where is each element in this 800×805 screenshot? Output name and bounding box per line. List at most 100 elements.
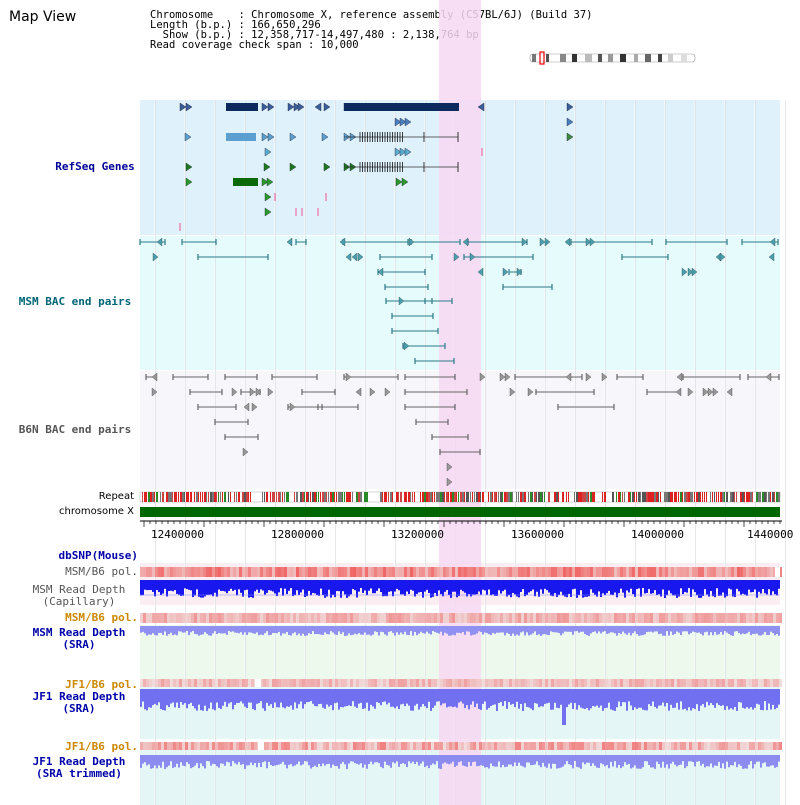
depth-bar [344, 626, 346, 636]
depth-bar [694, 689, 696, 710]
depth-bar [354, 755, 356, 764]
depth-bar [364, 755, 366, 765]
depth-bar [468, 626, 470, 632]
refseq-genes-track[interactable] [179, 102, 574, 231]
pol-cell [572, 567, 575, 577]
depth-bar [568, 626, 570, 632]
pol-cell [542, 679, 545, 687]
depth-bar [484, 626, 486, 633]
pol-cell [299, 613, 302, 623]
repeat-track[interactable] [139, 491, 781, 503]
b6n-bac-track[interactable] [145, 372, 780, 487]
depth-bar [472, 755, 474, 763]
pol-cell [692, 567, 695, 577]
depth-bar [434, 689, 436, 706]
pol-cell [512, 679, 515, 687]
depth-bar [332, 755, 334, 765]
depth-bar [232, 580, 234, 591]
depth-bar [152, 689, 154, 706]
repeat-element [630, 492, 631, 502]
depth-bar [748, 626, 750, 632]
depth-bar [244, 626, 246, 633]
depth-bar [454, 689, 456, 707]
pol-cell [638, 567, 641, 577]
depth-bar [204, 580, 206, 597]
track-label-dbsnp[interactable]: dbSNP(Mouse) [58, 549, 138, 562]
depth-bar [650, 755, 652, 768]
pol-cell [491, 679, 494, 687]
depth-bar [334, 580, 336, 598]
track-label-b6n-bac[interactable]: B6N BAC end pairs [5, 424, 145, 436]
pol-cell [779, 679, 782, 687]
depth-bar [744, 689, 746, 709]
repeat-element [446, 492, 448, 502]
pol-cell [458, 567, 461, 577]
depth-bar [220, 689, 222, 710]
polymorphism-tracks[interactable] [140, 567, 782, 750]
pol-cell [512, 567, 515, 577]
bac-end-arrow [408, 237, 415, 247]
depth-bar [646, 689, 648, 711]
depth-bar [230, 755, 232, 767]
pol-cell [371, 567, 374, 577]
pol-cell [527, 567, 530, 577]
depth-bar [494, 755, 496, 767]
depth-bar [390, 580, 392, 592]
pol-cell [710, 613, 713, 623]
depth-bar [540, 626, 542, 636]
repeat-element [448, 492, 449, 502]
depth-bar [766, 689, 768, 711]
depth-bar [370, 689, 372, 705]
track-label-msm-bac[interactable]: MSM BAC end pairs [5, 296, 145, 308]
depth-bar [162, 755, 164, 762]
depth-bar [258, 580, 260, 593]
depth-bar [268, 580, 270, 591]
depth-bar [472, 689, 474, 702]
depth-bar [398, 626, 400, 635]
depth-bar [572, 626, 574, 635]
pol-cell [572, 742, 575, 750]
repeat-element [248, 492, 249, 502]
pol-cell [401, 567, 404, 577]
repeat-element [280, 492, 281, 502]
repeat-element [672, 492, 673, 502]
depth-bar [330, 689, 332, 706]
depth-bar [708, 689, 710, 706]
repeat-element [390, 492, 392, 502]
depth-bar [464, 580, 466, 593]
depth-bar [710, 755, 712, 764]
depth-bar [302, 755, 304, 765]
depth-bar [776, 626, 778, 634]
pol-cell [362, 679, 365, 687]
depth-bar [538, 580, 540, 597]
pol-cell [395, 679, 398, 687]
read-depth-tracks[interactable] [140, 580, 780, 769]
repeat-element [364, 492, 366, 502]
depth-bar [638, 689, 640, 708]
chromosome-ideogram[interactable] [529, 51, 696, 65]
pol-cell [419, 679, 422, 687]
repeat-element [676, 492, 677, 502]
depth-bar [658, 580, 660, 595]
pol-cell [650, 679, 653, 687]
depth-bar [724, 580, 726, 598]
track-label-refseq[interactable]: RefSeq Genes [40, 161, 150, 173]
repeat-element [618, 492, 620, 502]
gene-arrow [293, 102, 301, 112]
depth-bar [660, 580, 662, 597]
pol-cell [464, 613, 467, 623]
pol-cell [761, 679, 764, 687]
depth-bar [518, 755, 520, 763]
pol-cell [263, 567, 266, 577]
depth-bar [314, 689, 316, 707]
highlight-region[interactable] [439, 0, 481, 805]
depth-bar [264, 755, 266, 762]
bac-end-arrow [351, 252, 358, 262]
depth-bar [520, 689, 522, 704]
pol-cell [683, 742, 686, 750]
msm-bac-track[interactable] [139, 237, 779, 364]
pol-cell [572, 613, 575, 623]
depth-bar [410, 626, 412, 632]
depth-bar [662, 626, 664, 636]
